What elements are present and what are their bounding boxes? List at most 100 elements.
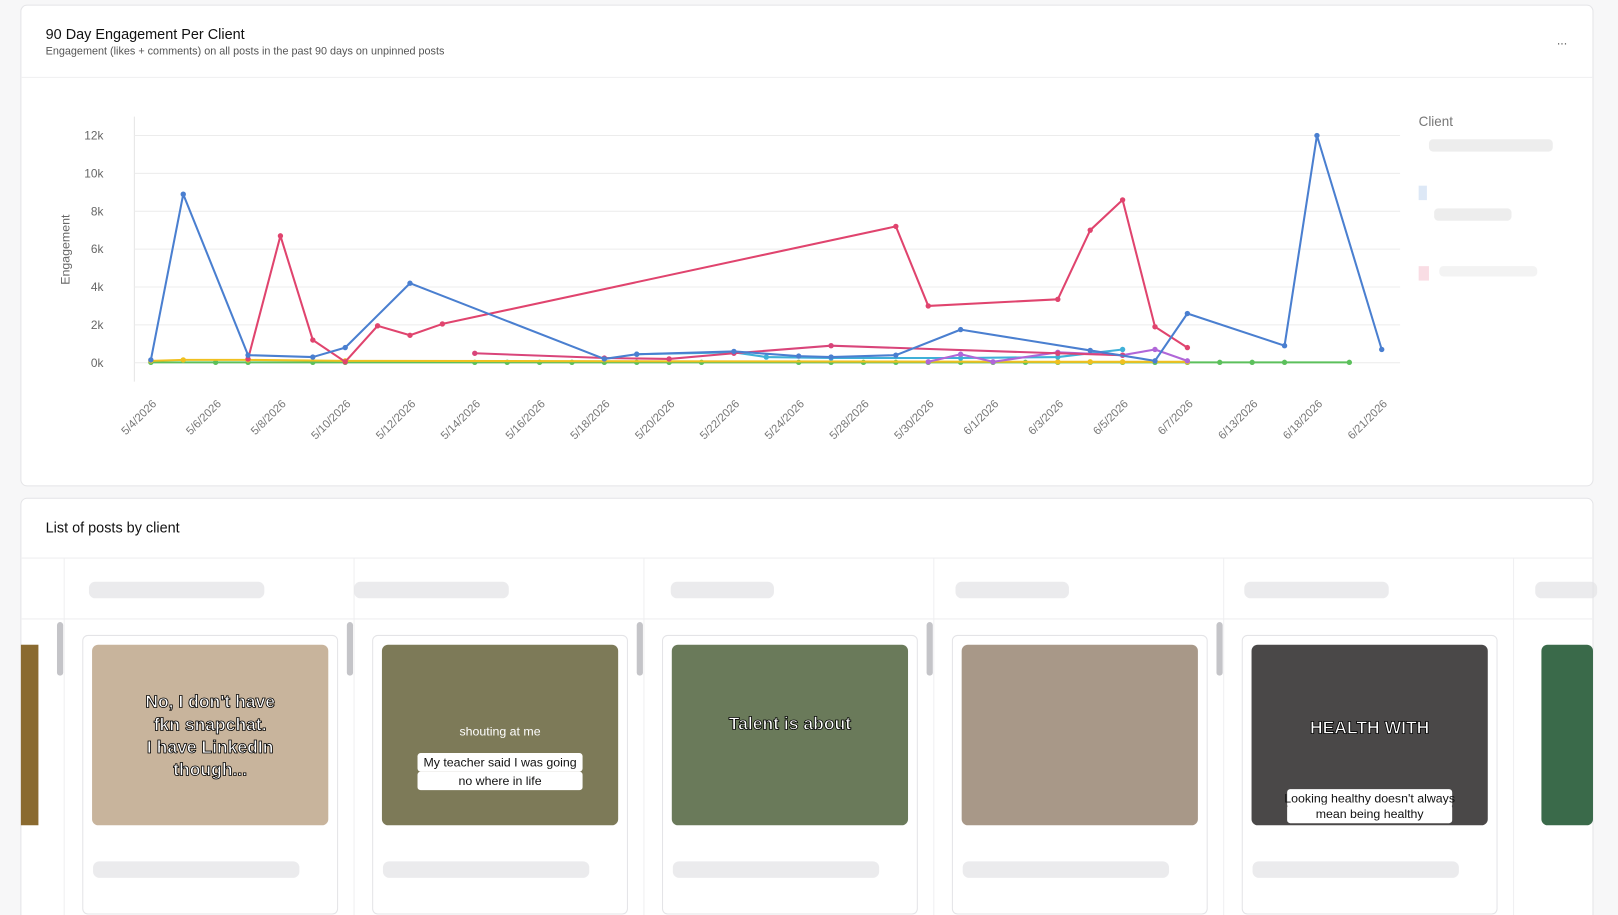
data-point — [212, 359, 219, 366]
data-point — [634, 351, 640, 357]
data-point — [666, 356, 672, 362]
data-point — [1314, 132, 1320, 139]
data-point — [990, 359, 996, 365]
data-point — [1152, 324, 1158, 330]
y-tick-label: 12k — [84, 129, 103, 143]
blurred-meta — [382, 861, 590, 878]
blurred-header — [955, 581, 1069, 599]
data-point — [1184, 310, 1191, 317]
y-tick-label: 2k — [91, 318, 104, 332]
data-point — [893, 223, 899, 230]
y-tick-label: 10k — [84, 167, 103, 181]
thumbnail-caption: no where in life — [458, 774, 541, 788]
thumbnail-caption: No, I don't have — [145, 692, 275, 712]
legend-blurred — [1418, 139, 1553, 281]
scrollbar — [346, 622, 354, 676]
data-point — [1152, 346, 1158, 353]
thumbnail-caption: My teacher said I was going — [423, 755, 576, 769]
thumbnail — [671, 644, 909, 826]
thumbnail-caption: I have LinkedIn — [147, 737, 274, 757]
thumbnail-caption: mean being healthy — [1316, 807, 1425, 821]
thumbnail — [961, 644, 1198, 826]
data-point — [245, 352, 251, 358]
data-point — [796, 353, 802, 359]
data-point — [601, 356, 608, 362]
data-point — [925, 359, 931, 365]
data-point — [1379, 346, 1385, 353]
blurred-meta — [672, 861, 880, 878]
data-point — [1119, 359, 1126, 365]
blurred-header — [670, 581, 774, 599]
data-point — [1281, 343, 1288, 349]
scrollbar — [926, 622, 933, 676]
chart-subtitle: Engagement (likes + comments) on all pos… — [46, 46, 445, 58]
thumbnail-caption: though... — [173, 760, 247, 780]
thumbnail-caption: fkn snapchat. — [154, 714, 267, 734]
data-point — [1184, 344, 1191, 351]
data-point — [731, 348, 737, 355]
data-point — [957, 355, 964, 361]
data-point — [1087, 227, 1093, 233]
blurred-meta — [1252, 861, 1459, 878]
data-point — [374, 323, 381, 329]
data-point — [1217, 359, 1223, 366]
posts-title: List of posts by client — [46, 520, 180, 536]
data-point — [148, 357, 154, 363]
caption-bg — [417, 753, 583, 772]
y-tick-label: 4k — [91, 280, 104, 294]
caption-bg — [1287, 804, 1453, 824]
data-point — [828, 354, 834, 360]
thumbnail-caption: HEALTH WITH — [1310, 717, 1429, 737]
blurred-header — [88, 581, 265, 599]
data-point — [1055, 296, 1061, 302]
scrollbar — [1216, 622, 1223, 676]
thumbnail — [1251, 644, 1488, 826]
data-point — [310, 354, 316, 360]
data-point — [310, 337, 316, 343]
chart-title: 90 Day Engagement Per Client — [46, 27, 245, 43]
thumbnail-caption: shouting at me — [460, 725, 541, 739]
y-tick-label: 8k — [91, 204, 104, 218]
data-point — [472, 350, 478, 356]
blurred-meta — [962, 861, 1170, 878]
y-tick-label: 6k — [91, 242, 104, 256]
data-point — [1119, 346, 1126, 353]
data-point — [342, 359, 348, 365]
data-point — [277, 233, 284, 239]
y-axis-label: Engagement — [58, 214, 72, 285]
data-point — [893, 352, 899, 358]
blurred-header — [1535, 581, 1598, 599]
data-point — [1055, 359, 1061, 365]
data-point — [1346, 359, 1353, 366]
data-point — [1281, 359, 1288, 366]
data-point — [1055, 350, 1061, 356]
data-point — [763, 354, 769, 360]
menu-button[interactable]: ... — [1557, 33, 1567, 47]
data-point — [1184, 358, 1191, 364]
thumbnail-partial — [1541, 644, 1593, 826]
data-point — [1087, 347, 1093, 354]
caption-bg — [1287, 789, 1453, 808]
blurred-header — [354, 581, 509, 599]
data-point — [1119, 197, 1126, 203]
series-line — [150, 358, 1188, 363]
thumbnail-caption: Looking healthy doesn't always — [1284, 792, 1455, 806]
thumbnail-caption: Talent is about — [729, 713, 851, 733]
thumbnail — [92, 644, 329, 826]
data-point — [180, 191, 186, 197]
data-point — [1087, 359, 1093, 365]
blurred-header — [1244, 581, 1389, 599]
data-point — [828, 343, 834, 349]
data-point — [925, 303, 931, 309]
data-point — [957, 351, 964, 357]
thumbnail-partial — [20, 644, 39, 826]
data-point — [180, 357, 186, 363]
data-point — [245, 356, 251, 362]
data-point — [342, 344, 348, 351]
data-point — [407, 280, 413, 286]
data-point — [1055, 354, 1061, 360]
scrollbar — [636, 622, 643, 676]
caption-bg — [417, 771, 583, 791]
series-line — [247, 198, 1188, 363]
